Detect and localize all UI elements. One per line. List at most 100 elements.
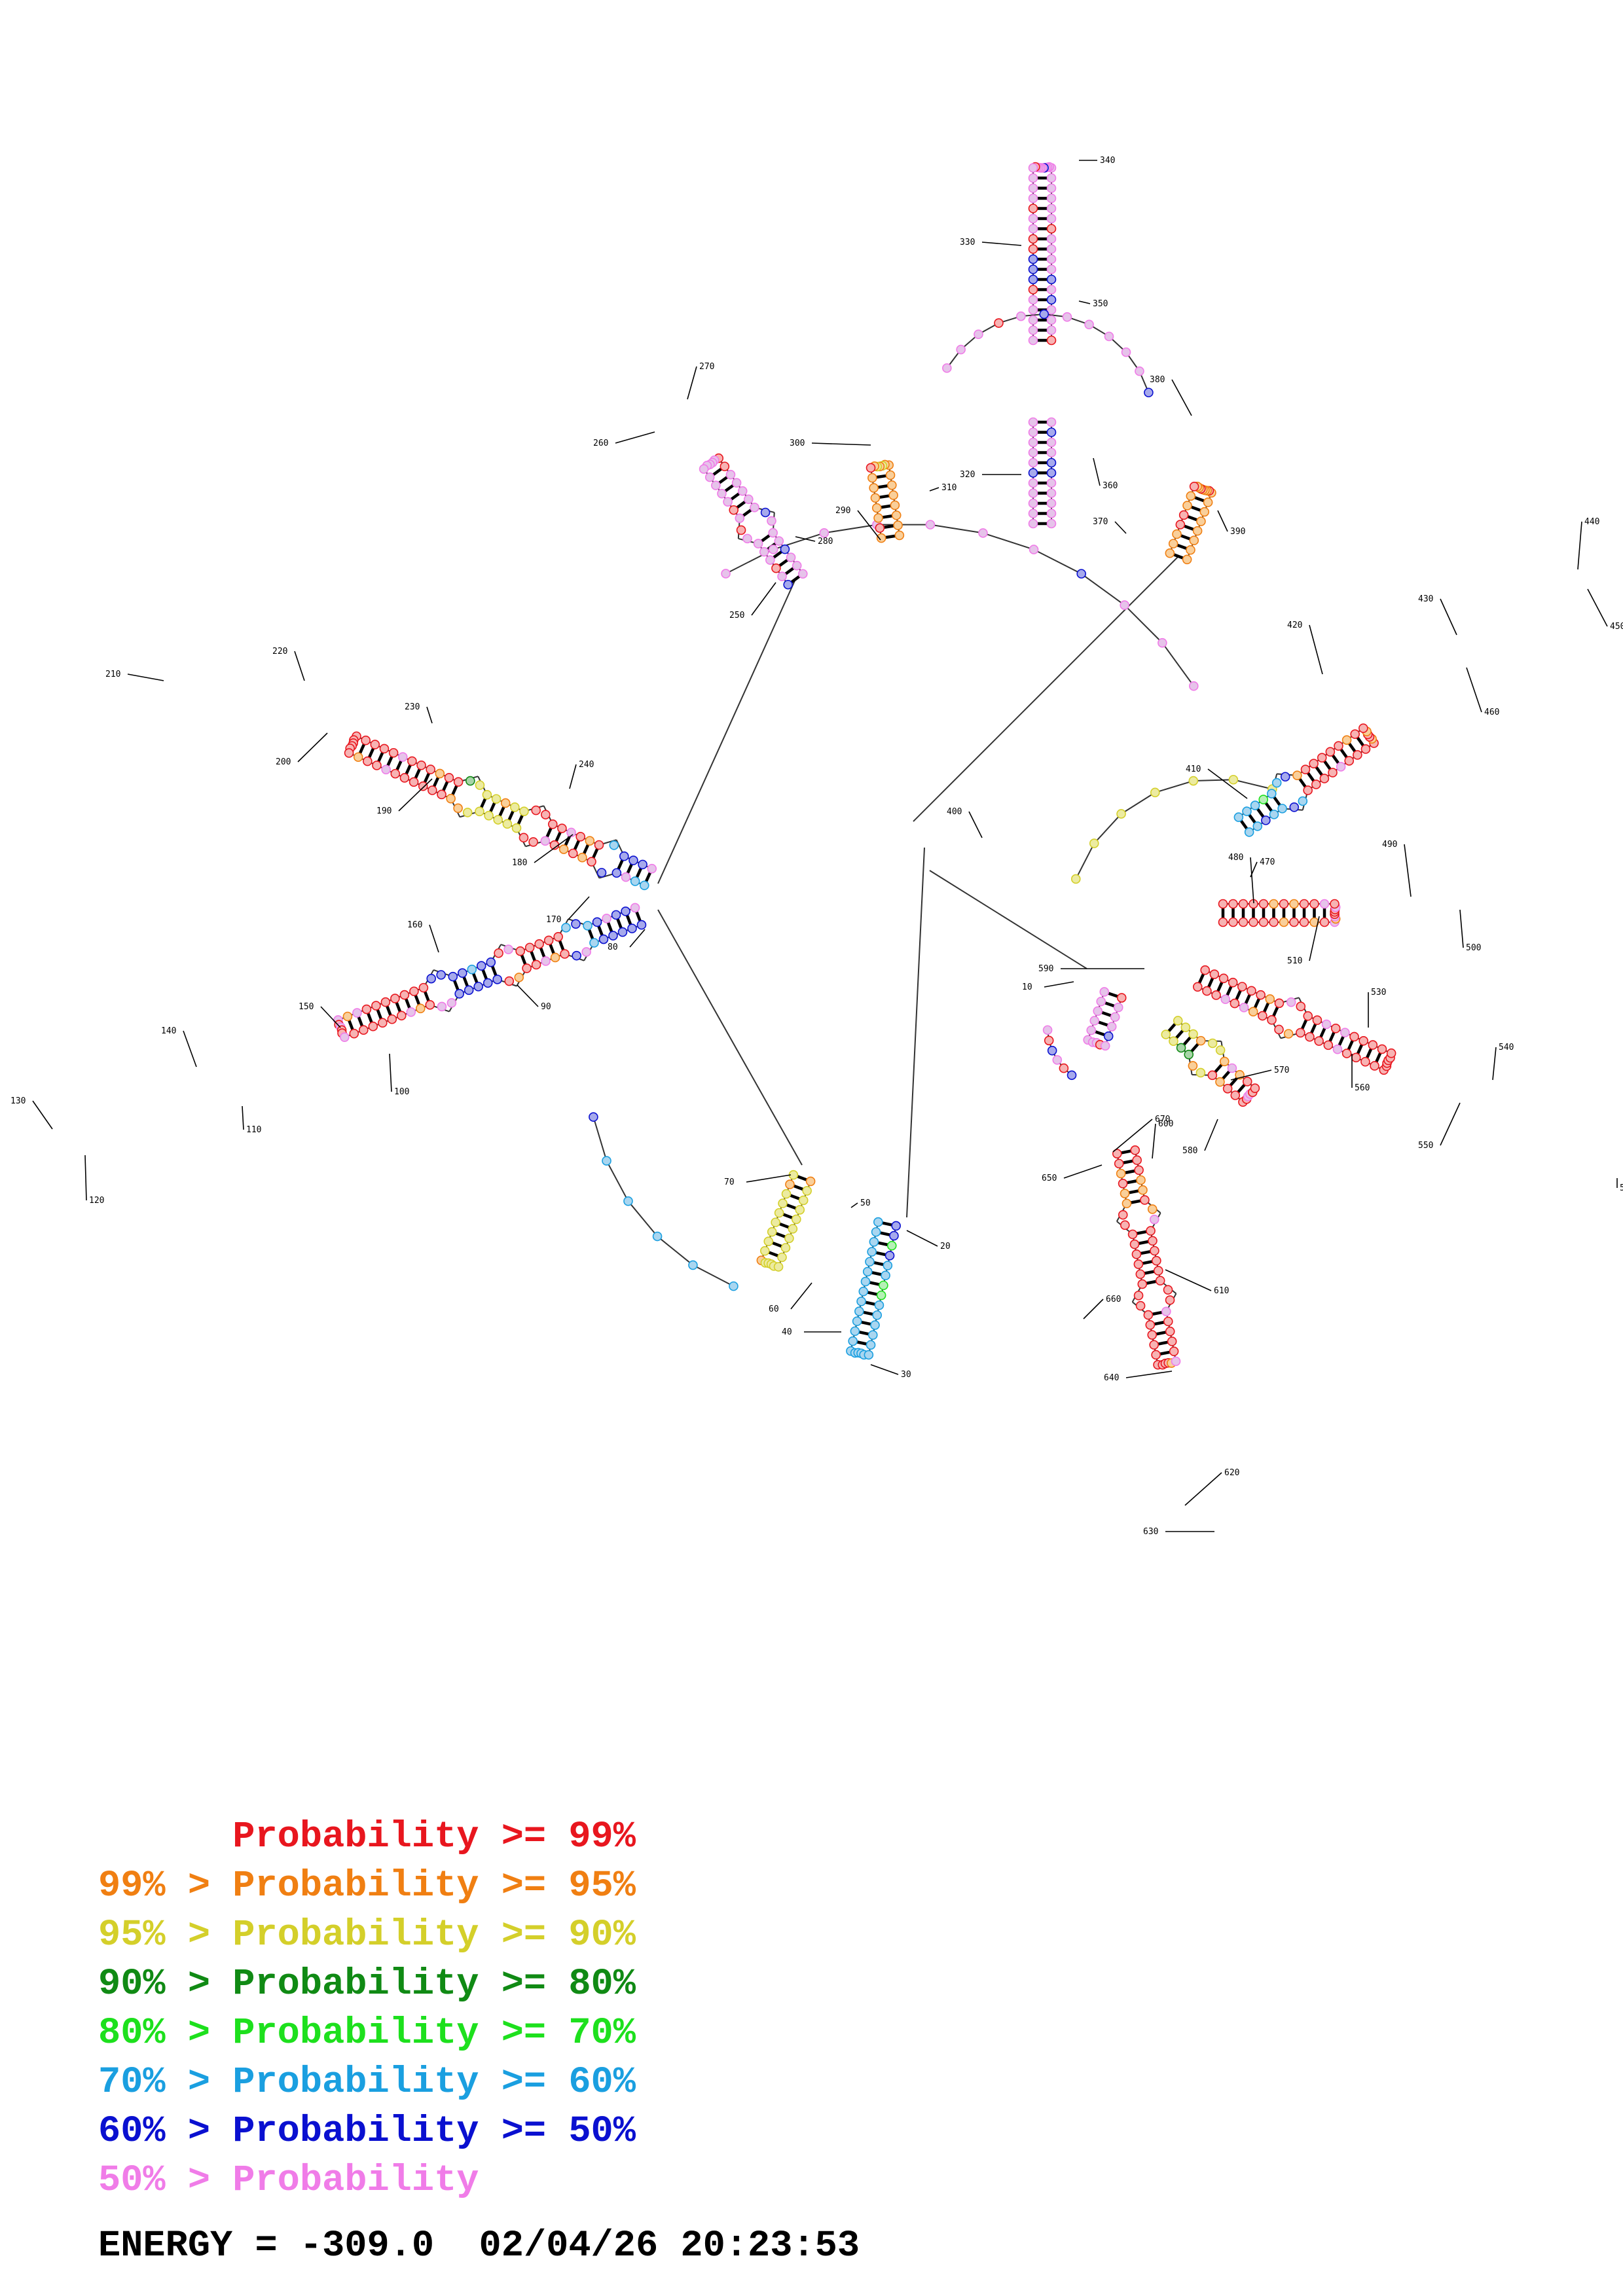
nucleotide [1296, 1028, 1305, 1038]
nucleotide [1319, 774, 1330, 783]
nucleotide [1116, 809, 1126, 819]
nucleotide [1370, 1061, 1379, 1071]
nucleotide [783, 579, 793, 590]
nucleotide [1317, 753, 1327, 762]
nucleotide [1028, 234, 1038, 244]
nucleotide [881, 1270, 890, 1281]
nucleotide [627, 924, 637, 933]
position-label: 580 [1182, 1146, 1197, 1156]
nucleotide [379, 744, 390, 754]
nucleotide [390, 994, 400, 1003]
nucleotide [1325, 747, 1336, 757]
nucleotide [1332, 1044, 1343, 1054]
nucleotide [886, 1240, 897, 1251]
position-label: 180 [512, 858, 527, 868]
nucleotide [871, 503, 882, 513]
nucleotide [1028, 193, 1038, 204]
legend-row: 60% > Probability >= 50% [98, 2108, 636, 2157]
nucleotide [639, 880, 649, 891]
legend-prefix: 95% > [98, 1914, 233, 1956]
position-label: 560 [1355, 1083, 1370, 1093]
nucleotide [1028, 254, 1038, 264]
legend-text: Probability >= 95% [232, 1865, 636, 1907]
nucleotide [1028, 417, 1038, 427]
nucleotide [887, 480, 897, 490]
nucleotide [891, 1221, 901, 1231]
nucleotide [561, 923, 571, 933]
nucleotide [1046, 325, 1057, 335]
nucleotide [547, 819, 558, 829]
position-label: 390 [1230, 527, 1245, 537]
nucleotide [1299, 899, 1309, 909]
nucleotide [873, 1217, 883, 1227]
nucleotide [1271, 778, 1282, 788]
nucleotide [1146, 1226, 1156, 1236]
nucleotide [1044, 1035, 1054, 1046]
nucleotide [426, 764, 435, 774]
position-label: 420 [1287, 620, 1302, 630]
nucleotide [353, 752, 363, 762]
position-label: 510 [1287, 956, 1302, 966]
nucleotide [869, 1237, 879, 1247]
nucleotide [476, 961, 486, 971]
nucleotide [361, 735, 371, 745]
position-label: 100 [394, 1087, 409, 1097]
rna-secondary-structure-diagram: 10 20 30 40 50 60 70 80 90 100 110 120 130 140 150 160 1… [10, 156, 1623, 1537]
nucleotide [1150, 1246, 1159, 1256]
nucleotide [1237, 982, 1247, 992]
nucleotide [1165, 548, 1175, 558]
nucleotide [1070, 874, 1081, 884]
nucleotide [1171, 1356, 1181, 1367]
nucleotide [1175, 520, 1186, 529]
nucleotide [541, 956, 551, 966]
nucleotide [1184, 1049, 1194, 1060]
nucleotide [1199, 507, 1210, 517]
position-label: 440 [1584, 517, 1599, 527]
nucleotide [1360, 744, 1371, 754]
nucleotide [415, 1003, 426, 1014]
nucleotide [856, 1297, 866, 1306]
position-label: 430 [1418, 594, 1433, 604]
nucleotide [1089, 1016, 1100, 1026]
nucleotide [1046, 509, 1057, 518]
position-label: 450 [1610, 622, 1623, 632]
nucleotide [1151, 1350, 1161, 1360]
nucleotide [363, 756, 373, 766]
nucleotide [1099, 987, 1110, 997]
nucleotide [1076, 569, 1087, 579]
nucleotide [577, 852, 587, 863]
position-label: 270 [699, 362, 714, 372]
nucleotide [688, 1260, 698, 1270]
nucleotide [1218, 973, 1229, 984]
position-label: 540 [1499, 1043, 1514, 1052]
nucleotide [1189, 481, 1199, 492]
legend-row: 95% > Probability >= 90% [98, 1911, 636, 1960]
nucleotide [1269, 810, 1279, 819]
nucleotide [1163, 1316, 1173, 1327]
nucleotide [1046, 498, 1057, 509]
nucleotide [453, 777, 464, 787]
legend-prefix: 60% > [98, 2111, 233, 2153]
position-label: 350 [1093, 299, 1108, 309]
nucleotide [1028, 509, 1038, 518]
nucleotide [890, 500, 900, 511]
nucleotide [1046, 193, 1057, 204]
nucleotide [1118, 1179, 1128, 1189]
nucleotide [558, 844, 569, 854]
nucleotide [1258, 1011, 1267, 1021]
nucleotide [1172, 529, 1182, 539]
nucleotide [1129, 1239, 1140, 1249]
nucleotide [1028, 437, 1038, 448]
nucleotide [1046, 478, 1057, 488]
position-label: 330 [960, 238, 975, 247]
nucleotide [1250, 1083, 1260, 1093]
nucleotide [869, 483, 879, 493]
nucleotide [1028, 427, 1038, 437]
nucleotide [1309, 917, 1319, 927]
nucleotide [1120, 600, 1129, 610]
nucleotide [731, 478, 742, 488]
nucleotide [437, 789, 447, 800]
nucleotide [370, 740, 380, 749]
nucleotide [390, 768, 401, 779]
legend-text: Probability >= 90% [232, 1914, 636, 1956]
